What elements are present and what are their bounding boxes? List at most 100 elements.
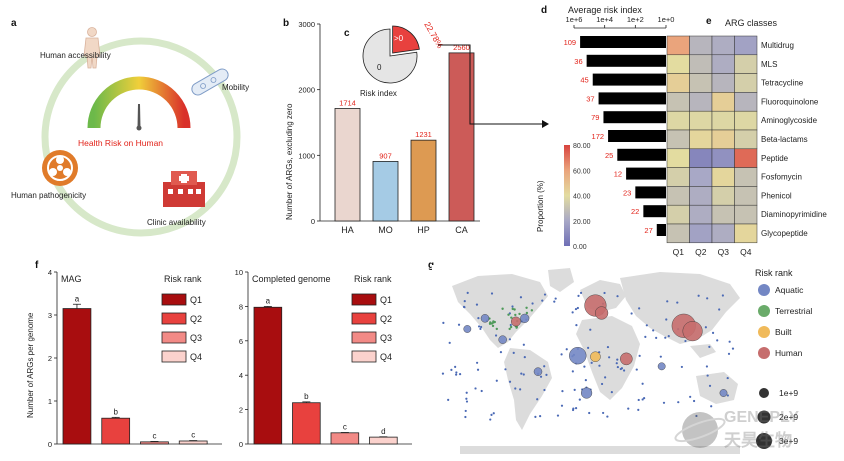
map-sample-dot [574,407,578,410]
f-bar [369,436,398,445]
panel-c-label: c [344,28,350,39]
map-point [480,314,490,323]
map-sample-dot [488,322,492,325]
hospital-icon [163,171,205,207]
d-count-label: 45 [580,76,588,85]
map-sample-dot [603,291,606,295]
f-bar [62,308,92,445]
c-pie [362,25,420,84]
map-sample-dot [667,335,670,338]
e-heatmap-cell [666,54,690,74]
f-legend-label: Q3 [190,333,202,343]
e-heatmap-cell [734,204,758,225]
e-colorbar-label: Proportion (%) [536,180,545,232]
map-point [569,347,587,365]
map-sample-dot [731,347,735,350]
e-row-label: Phenicol [761,191,792,200]
map-sample-dot [608,356,611,359]
f-significance-letter: b [113,407,118,416]
f-significance-letter: a [266,296,271,305]
e-col-labels: Q1 Q2 Q3 Q4 [673,247,752,257]
map-sample-dot [616,365,619,369]
e-heatmap-cell [666,35,690,56]
map-sample-dot [475,303,479,306]
e-heatmap-cell [734,73,758,93]
map-sample-dot [616,295,619,298]
f-chart-title: MAG [61,274,82,284]
map-sample-dot [602,411,605,415]
map-sample-dot [721,294,724,297]
panel-f-label: f [35,260,39,271]
map-sample-dot [462,305,466,308]
map-sample-dot [606,345,610,349]
g-size-label: 3e+9 [779,436,798,446]
g-size-swatch [757,410,771,424]
e-col-label: Q1 [673,247,685,257]
e-heatmap-cell [666,110,690,131]
map-point [511,316,521,327]
e-heatmap-cell [711,223,735,244]
map-sample-dot [575,323,578,327]
watermark-text-en: GENEPLY [724,409,799,426]
map-sample-dot [494,334,498,337]
label-human-accessibility: Human accessibility [40,51,111,60]
map-sample-dots [441,291,735,421]
map-sample-dot [619,367,622,371]
d-count-label: 25 [605,151,613,160]
f-ytick-label: 8 [239,302,243,311]
panel-a: a Human accessibility Mobility Health Ri… [11,18,249,237]
f-ytick-label: 6 [239,337,243,346]
e-colorbar [564,145,570,246]
d-bar [617,148,666,161]
e-heatmap-cell [734,148,758,168]
panel-b-label: b [283,18,289,29]
panel-e: e ARG classes Multidrug MLS Tetracycline Fl… [536,16,827,257]
f-legend-swatch [161,312,187,325]
map-sample-dot [455,371,458,374]
map-sample-dot [525,306,528,309]
map-sample-dot [574,307,578,311]
pie-percent-label: 22.78% [422,20,445,50]
map-sample-dot [463,300,466,303]
map-sample-dot [589,328,592,331]
f-legend-label: Q4 [380,352,392,362]
b-ylabel: Number of ARGs, excluding zero [285,103,294,220]
d-bar [608,130,666,142]
b-category-label: HA [341,225,354,235]
d-count-label: 36 [574,57,582,66]
map-sample-dot [638,354,641,357]
map-sample-dot [441,372,445,375]
d-xtick-label: 1e+2 [627,15,644,24]
map-sample-dot [519,296,523,299]
map-sample-dot [510,316,513,319]
d-count-label: 79 [591,113,599,122]
map-sample-dot [622,369,626,372]
label-clinic-availability: Clinic availability [147,218,206,227]
d-bar [656,224,666,236]
e-heatmap-cell [734,92,758,112]
map-sample-dot [554,297,557,300]
e-colorbar-tick: 60.00 [573,168,591,175]
map-sample-dot [490,322,494,325]
map-sample-dot [584,379,587,382]
map-sample-dot [726,394,729,397]
f-ytick-label: 0 [48,440,52,449]
e-row-label: Multidrug [761,41,794,50]
f-legend-label: Q3 [380,333,392,343]
panel-d-label: d [541,5,547,16]
pie-slice [392,25,420,54]
f-legend-swatch [161,331,187,344]
e-heatmap-cell [734,167,758,187]
map-sample-dot [458,373,462,376]
map-sample-dot [637,398,640,402]
f-significance-letter: c [152,431,156,440]
map-point [520,313,530,323]
b-bar [334,108,361,222]
pie-positive-label: >0 [394,34,404,43]
g-size-label: 2e+9 [779,412,798,422]
b-ytick-label: 1000 [298,151,315,160]
e-heatmap-cell [666,148,690,168]
e-heatmap-cell [689,92,713,112]
map-sample-dot [706,374,709,377]
e-heatmap-cell [689,223,713,244]
